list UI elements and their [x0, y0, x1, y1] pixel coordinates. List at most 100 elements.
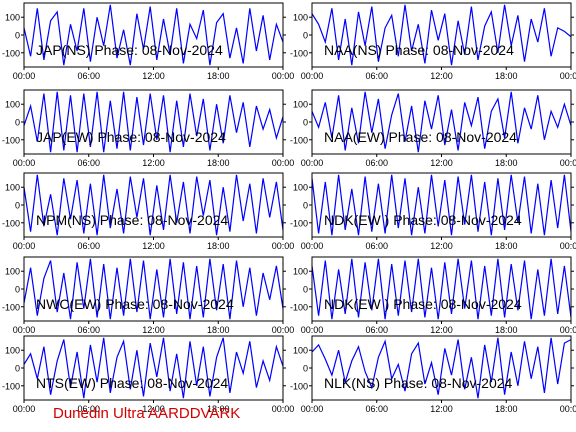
y-tick-label: 100 — [293, 346, 308, 356]
y-tick-label: 0 — [15, 201, 20, 211]
x-tick-label: 00:00 — [301, 158, 324, 168]
y-tick-label: 100 — [293, 100, 308, 110]
phase-panel: 100 0 -100 00:00 06:00 12:00 18:00 00:00 NDK(EW … — [290, 172, 576, 251]
panel-title: NAA(NS) Phase: 08-Nov-2024 — [324, 42, 514, 58]
x-tick-label: 18:00 — [495, 404, 518, 414]
x-tick-label: 00:00 — [272, 325, 295, 335]
x-tick-label: 00:00 — [301, 241, 324, 251]
y-tick-label: -100 — [290, 218, 308, 228]
y-tick-label: 0 — [15, 31, 20, 41]
x-tick-label: 18:00 — [207, 71, 230, 81]
y-tick-label: 0 — [303, 31, 308, 41]
panel-title: NDK(EW ) Phase: 08-Nov-2024 — [324, 296, 522, 312]
series-line — [24, 91, 283, 153]
y-tick-label: 100 — [5, 13, 20, 23]
y-tick-label: 100 — [293, 183, 308, 193]
panel-title: NPM(NS) Phase: 08-Nov-2024 — [36, 212, 228, 228]
series-line — [24, 174, 283, 236]
y-tick-label: 0 — [303, 364, 308, 374]
y-tick-label: 0 — [15, 285, 20, 295]
x-tick-label: 00:00 — [13, 158, 36, 168]
x-tick-label: 18:00 — [495, 241, 518, 251]
x-tick-label: 06:00 — [77, 241, 100, 251]
y-tick-label: -100 — [290, 135, 308, 145]
series-line — [312, 91, 571, 153]
x-tick-label: 00:00 — [301, 325, 324, 335]
x-tick-label: 06:00 — [77, 404, 100, 414]
x-tick-label: 00:00 — [272, 158, 295, 168]
x-tick-label: 00:00 — [560, 404, 576, 414]
phase-panel: 100 0 -100 00:00 06:00 12:00 18:00 00:00 NWC(EW)… — [2, 256, 295, 335]
x-tick-label: 18:00 — [207, 325, 230, 335]
x-tick-label: 06:00 — [77, 325, 100, 335]
x-tick-label: 06:00 — [77, 71, 100, 81]
phase-panel: 100 0 -100 00:00 06:00 12:00 18:00 00:00 NTS(EW)… — [2, 335, 295, 414]
x-tick-label: 12:00 — [430, 71, 453, 81]
y-tick-label: 0 — [15, 364, 20, 374]
phase-panel: 100 0 -100 00:00 06:00 12:00 18:00 00:00 NAA(EW)… — [290, 89, 576, 168]
x-tick-label: 06:00 — [365, 325, 388, 335]
x-tick-label: 18:00 — [207, 241, 230, 251]
x-tick-label: 00:00 — [272, 404, 295, 414]
panel-title: JAP(EW) Phase: 08-Nov-2024 — [36, 129, 226, 145]
y-tick-label: -100 — [290, 48, 308, 58]
x-tick-label: 00:00 — [272, 241, 295, 251]
x-tick-label: 12:00 — [430, 325, 453, 335]
x-tick-label: 12:00 — [430, 158, 453, 168]
x-tick-label: 00:00 — [13, 241, 36, 251]
x-tick-label: 18:00 — [207, 158, 230, 168]
x-tick-label: 12:00 — [142, 325, 165, 335]
x-tick-label: 18:00 — [207, 404, 230, 414]
series-line — [312, 4, 571, 66]
x-tick-label: 12:00 — [430, 241, 453, 251]
y-tick-label: -100 — [2, 218, 20, 228]
series-line — [312, 337, 571, 399]
panel-title: NTS(EW) Phase: 08-Nov-2024 — [36, 375, 228, 391]
panel-title: NAA(EW) Phase: 08-Nov-2024 — [324, 129, 517, 145]
x-tick-label: 12:00 — [142, 158, 165, 168]
y-tick-label: -100 — [2, 381, 20, 391]
x-tick-label: 00:00 — [560, 325, 576, 335]
x-tick-label: 18:00 — [495, 325, 518, 335]
y-tick-label: -100 — [290, 302, 308, 312]
footer-label: Dunedin Ultra AARDDVARK — [53, 405, 241, 422]
x-tick-label: 06:00 — [365, 158, 388, 168]
x-tick-label: 12:00 — [142, 404, 165, 414]
y-tick-label: -100 — [2, 302, 20, 312]
panel-title: NDK(EW ) Phase: 08-Nov-2024 — [324, 212, 522, 228]
phase-panel: 100 0 -100 00:00 06:00 12:00 18:00 00:00 NPM(NS)… — [2, 172, 295, 251]
y-tick-label: 100 — [293, 267, 308, 277]
x-tick-label: 12:00 — [142, 71, 165, 81]
x-tick-label: 00:00 — [272, 71, 295, 81]
x-tick-label: 12:00 — [430, 404, 453, 414]
y-tick-label: 0 — [303, 201, 308, 211]
y-tick-label: 100 — [5, 100, 20, 110]
y-tick-label: -100 — [2, 48, 20, 58]
phase-panel: 100 0 -100 00:00 06:00 12:00 18:00 00:00 NLK(NS)… — [290, 335, 576, 414]
x-tick-label: 06:00 — [365, 241, 388, 251]
x-tick-label: 00:00 — [301, 71, 324, 81]
y-tick-label: 100 — [5, 183, 20, 193]
y-tick-label: 100 — [5, 346, 20, 356]
phase-panel: 100 0 -100 00:00 06:00 12:00 18:00 00:00 JAP(EW)… — [2, 89, 295, 168]
phase-panel: 100 0 -100 00:00 06:00 12:00 18:00 00:00 NDK(EW … — [290, 256, 576, 335]
x-tick-label: 00:00 — [301, 404, 324, 414]
panel-title: NLK(NS) Phase: 08-Nov-2024 — [324, 375, 513, 391]
x-tick-label: 00:00 — [13, 71, 36, 81]
series-line — [312, 174, 571, 236]
x-tick-label: 06:00 — [365, 404, 388, 414]
x-tick-label: 06:00 — [77, 158, 100, 168]
series-line — [24, 337, 283, 399]
y-tick-label: 0 — [15, 118, 20, 128]
phase-panel: 100 0 -100 00:00 06:00 12:00 18:00 00:00 NAA(NS)… — [290, 2, 576, 81]
y-tick-label: 0 — [303, 285, 308, 295]
x-tick-label: 00:00 — [560, 71, 576, 81]
x-tick-label: 18:00 — [495, 71, 518, 81]
x-tick-label: 00:00 — [13, 325, 36, 335]
y-tick-label: -100 — [290, 381, 308, 391]
phase-panel: 100 0 -100 00:00 06:00 12:00 18:00 00:00 JAP(NS)… — [2, 2, 295, 81]
series-line — [24, 258, 283, 320]
series-line — [312, 258, 571, 320]
panel-title: JAP(NS) Phase: 08-Nov-2024 — [36, 42, 223, 58]
x-tick-label: 18:00 — [495, 158, 518, 168]
